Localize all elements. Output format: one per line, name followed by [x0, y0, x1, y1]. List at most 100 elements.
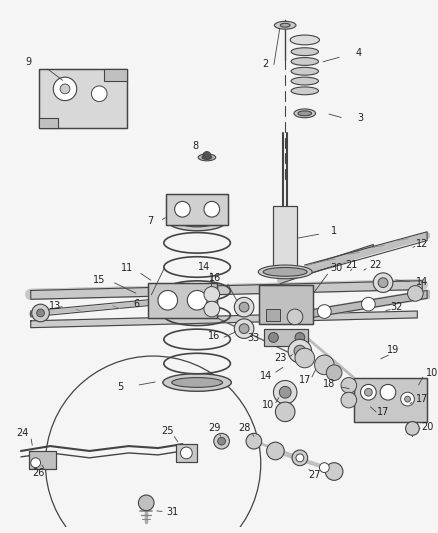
Circle shape — [288, 340, 311, 363]
Circle shape — [158, 290, 177, 310]
Circle shape — [37, 309, 44, 317]
Text: 9: 9 — [26, 58, 32, 68]
Ellipse shape — [202, 156, 212, 159]
Ellipse shape — [280, 23, 290, 27]
Circle shape — [364, 389, 372, 396]
Circle shape — [360, 384, 376, 400]
Circle shape — [32, 304, 49, 322]
Bar — [264, 329, 308, 346]
Text: 15: 15 — [93, 274, 106, 285]
Circle shape — [373, 273, 393, 293]
Text: 7: 7 — [147, 216, 153, 226]
Ellipse shape — [168, 211, 226, 231]
Bar — [259, 285, 313, 324]
Text: 28: 28 — [238, 423, 250, 433]
Text: 16: 16 — [208, 273, 221, 282]
Ellipse shape — [198, 154, 215, 161]
Circle shape — [325, 463, 343, 480]
Ellipse shape — [291, 67, 318, 75]
Circle shape — [296, 454, 304, 462]
Bar — [39, 69, 127, 128]
Bar — [39, 69, 127, 128]
Text: 26: 26 — [32, 467, 45, 478]
Bar — [104, 69, 127, 81]
Ellipse shape — [291, 77, 318, 85]
Circle shape — [239, 302, 249, 312]
Circle shape — [204, 201, 219, 217]
Circle shape — [295, 333, 305, 342]
Bar — [148, 282, 217, 318]
Ellipse shape — [290, 35, 319, 45]
Ellipse shape — [291, 58, 318, 66]
Circle shape — [295, 348, 314, 368]
Text: 8: 8 — [192, 141, 198, 151]
Text: 17: 17 — [416, 394, 428, 404]
Circle shape — [406, 422, 419, 435]
Text: 20: 20 — [421, 422, 433, 432]
Circle shape — [246, 433, 262, 449]
Text: 10: 10 — [426, 368, 438, 378]
Bar — [29, 451, 56, 469]
Circle shape — [60, 84, 70, 94]
Text: 11: 11 — [120, 263, 133, 273]
Ellipse shape — [172, 377, 223, 387]
Text: 3: 3 — [357, 113, 364, 123]
Text: 17: 17 — [299, 375, 311, 384]
Circle shape — [407, 286, 423, 301]
Circle shape — [92, 86, 107, 102]
Circle shape — [318, 305, 331, 318]
Bar — [166, 193, 229, 225]
Circle shape — [203, 151, 211, 159]
Bar — [148, 282, 217, 318]
Bar — [259, 285, 313, 324]
Circle shape — [314, 355, 334, 375]
Text: 14: 14 — [416, 277, 428, 287]
Circle shape — [341, 392, 357, 408]
Text: 33: 33 — [248, 334, 260, 343]
Bar — [176, 444, 197, 462]
Text: 24: 24 — [17, 429, 29, 438]
Bar — [265, 309, 280, 321]
Circle shape — [341, 377, 357, 393]
Circle shape — [287, 309, 303, 325]
Text: 5: 5 — [118, 382, 124, 392]
Text: 22: 22 — [369, 260, 381, 270]
Circle shape — [292, 450, 308, 466]
Ellipse shape — [275, 21, 296, 29]
Circle shape — [53, 77, 77, 101]
Circle shape — [204, 287, 219, 302]
Circle shape — [405, 396, 410, 402]
Text: 32: 32 — [391, 302, 403, 312]
Circle shape — [218, 437, 226, 445]
Text: 21: 21 — [346, 260, 358, 270]
Ellipse shape — [298, 111, 311, 116]
Text: 27: 27 — [308, 471, 321, 480]
Circle shape — [234, 297, 254, 317]
Bar — [354, 377, 427, 422]
Polygon shape — [31, 281, 422, 300]
Text: 23: 23 — [274, 353, 286, 363]
Text: 4: 4 — [356, 47, 362, 58]
Bar — [273, 206, 297, 270]
Polygon shape — [31, 311, 417, 328]
Text: 17: 17 — [377, 407, 389, 417]
Bar — [264, 329, 308, 346]
Bar — [166, 193, 229, 225]
Text: 10: 10 — [261, 400, 274, 410]
Text: 18: 18 — [323, 379, 336, 390]
Text: 19: 19 — [387, 345, 399, 355]
Ellipse shape — [163, 374, 231, 391]
Circle shape — [204, 301, 219, 317]
Circle shape — [273, 381, 297, 404]
Circle shape — [380, 384, 396, 400]
Text: 29: 29 — [208, 423, 221, 433]
Text: 16: 16 — [208, 332, 220, 342]
Circle shape — [267, 442, 284, 460]
Text: 2: 2 — [262, 59, 269, 69]
Circle shape — [268, 333, 279, 342]
Circle shape — [239, 324, 249, 334]
Circle shape — [187, 290, 207, 310]
Text: 12: 12 — [416, 238, 428, 248]
Text: 14: 14 — [198, 262, 210, 272]
Bar — [176, 444, 197, 462]
